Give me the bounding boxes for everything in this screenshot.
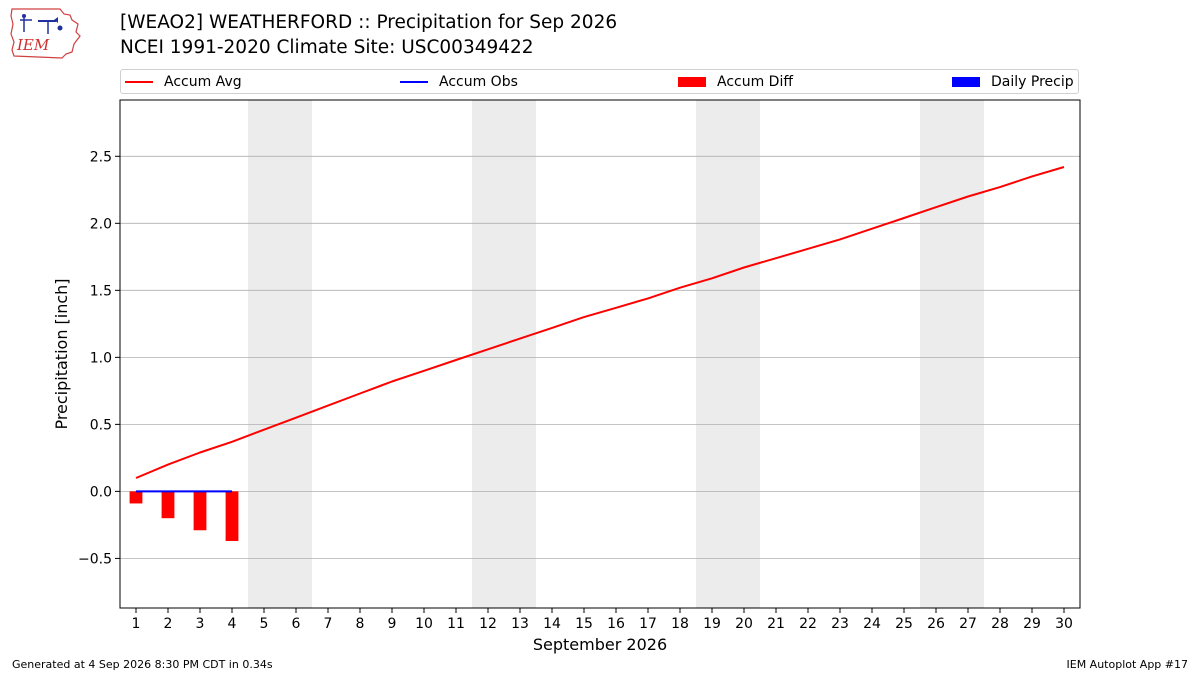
x-tick-label-9: 9 [388,616,397,632]
legend-item-accum-obs: Accum Obs [400,70,518,93]
x-tick-label-7: 7 [324,616,333,632]
y-tick-label-1: 0.0 [90,484,112,500]
weekend-band-4 [920,100,984,608]
x-tick-label-11: 11 [447,616,465,632]
app-credit: IEM Autoplot App #17 [1066,658,1189,671]
x-tick-label-5: 5 [260,616,269,632]
weekend-band-2 [472,100,536,608]
iem-logo: IEM [8,6,82,60]
weekend-band-1 [248,100,312,608]
legend-swatch-accum-obs [400,80,428,83]
legend-item-accum-avg: Accum Avg [125,70,242,93]
x-tick-label-20: 20 [735,616,753,632]
plot-frame [119,99,1081,609]
y-tick-label-4: 1.5 [90,283,112,299]
chart-title: [WEAO2] WEATHERFORD :: Precipitation for… [120,12,618,33]
legend-swatch-accum-avg [125,80,153,83]
x-tick-label-29: 29 [1023,616,1041,632]
chart-legend: Accum Avg Accum Obs Accum Diff Daily Pre… [120,69,1079,94]
bar-accum-diff-1 [129,491,143,504]
x-axis-label: September 2026 [533,635,667,654]
legend-label-accum-avg: Accum Avg [164,73,242,90]
legend-label-accum-diff: Accum Diff [717,73,794,90]
x-tick-label-13: 13 [511,616,529,632]
x-tick-label-16: 16 [607,616,625,632]
legend-label-daily-precip: Daily Precip [991,73,1074,90]
x-tick-label-6: 6 [292,616,301,632]
x-tick-label-3: 3 [196,616,205,632]
bar-accum-diff-4 [225,491,239,541]
x-tick-label-30: 30 [1055,616,1073,632]
x-tick-label-23: 23 [831,616,849,632]
y-tick-label-0: −0.5 [78,551,112,567]
bar-accum-diff-2 [161,491,175,519]
y-axis-label: Precipitation [inch] [52,278,71,429]
x-tick-label-1: 1 [132,616,141,632]
generated-timestamp: Generated at 4 Sep 2026 8:30 PM CDT in 0… [12,658,273,671]
y-tick-label-6: 2.5 [90,149,112,165]
x-tick-label-21: 21 [767,616,785,632]
bar-accum-diff-3 [193,491,207,531]
y-tick-label-5: 2.0 [90,216,112,232]
legend-item-accum-diff: Accum Diff [678,70,793,93]
x-tick-label-25: 25 [895,616,913,632]
x-tick-label-28: 28 [991,616,1009,632]
x-tick-label-19: 19 [703,616,721,632]
x-tick-label-27: 27 [959,616,977,632]
logo-text: IEM [16,36,50,54]
legend-swatch-daily-precip [952,76,980,87]
y-tick-label-3: 1.0 [90,350,112,366]
x-tick-label-10: 10 [415,616,433,632]
x-tick-label-18: 18 [671,616,689,632]
x-tick-label-15: 15 [575,616,593,632]
x-tick-label-26: 26 [927,616,945,632]
x-tick-label-4: 4 [228,616,237,632]
iem-logo-graphic: IEM [10,8,81,59]
x-tick-label-22: 22 [799,616,817,632]
x-tick-label-8: 8 [356,616,365,632]
legend-label-accum-obs: Accum Obs [439,73,518,90]
x-tick-label-24: 24 [863,616,881,632]
x-tick-label-12: 12 [479,616,497,632]
x-tick-label-2: 2 [164,616,173,632]
x-tick-label-17: 17 [639,616,657,632]
weekend-band-3 [696,100,760,608]
line-accum-avg [135,166,1065,479]
x-tick-label-14: 14 [543,616,561,632]
chart-subtitle: NCEI 1991-2020 Climate Site: USC00349422 [120,37,534,58]
y-tick-label-2: 0.5 [90,417,112,433]
legend-item-daily-precip: Daily Precip [952,70,1074,93]
legend-swatch-accum-diff [678,76,706,87]
